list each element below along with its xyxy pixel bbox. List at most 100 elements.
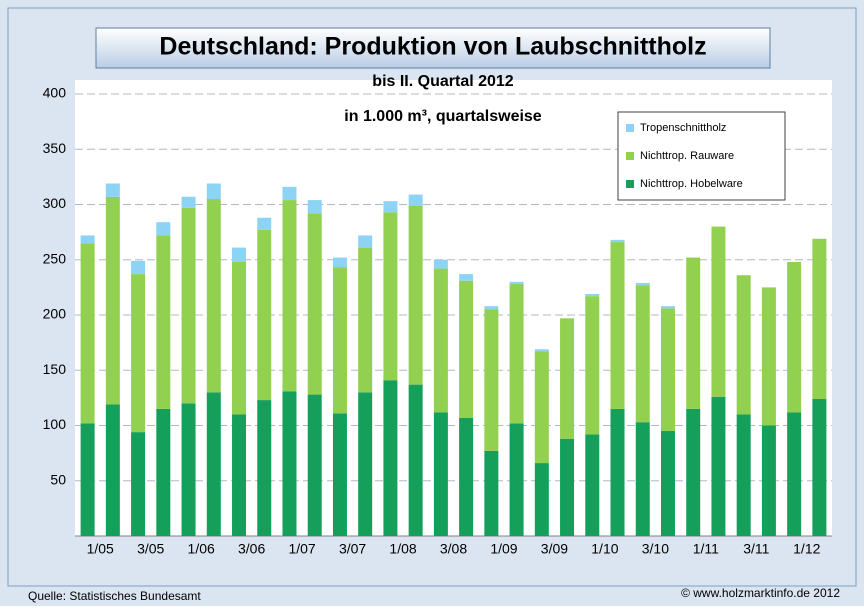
bar-segment [332, 413, 347, 536]
bar-segment [181, 403, 196, 536]
bar-segment [156, 408, 171, 536]
bar-segment [509, 284, 524, 424]
bar-segment [206, 198, 221, 393]
bar-segment [105, 196, 120, 405]
bar-segment [131, 260, 146, 275]
bar-segment [232, 247, 247, 262]
x-tick-label: 3/09 [541, 541, 568, 557]
bar-segment [509, 423, 524, 536]
bar-segment [660, 308, 675, 432]
bar-segment [383, 212, 398, 381]
y-tick-label: 350 [43, 140, 67, 156]
bar-segment [156, 222, 171, 236]
x-tick-label: 1/09 [490, 541, 517, 557]
bar-segment [282, 200, 297, 392]
bar-segment [509, 281, 524, 285]
bar-segment [131, 432, 146, 536]
bar-segment [484, 306, 499, 310]
bar-segment [433, 412, 448, 536]
bar-segment [156, 235, 171, 409]
bar-segment [660, 306, 675, 309]
bar-segment [105, 183, 120, 197]
bar-segment [232, 261, 247, 415]
chart-title: Deutschland: Produktion von Laubschnitth… [159, 33, 706, 61]
bar-segment [408, 205, 423, 385]
bar-segment [610, 408, 625, 536]
bar-segment [433, 268, 448, 413]
bar-segment [484, 450, 499, 536]
bar-segment [307, 394, 322, 536]
bar-segment [686, 408, 701, 536]
bar-segment [459, 417, 474, 536]
subtitle: bis II. Quartal 2012 [372, 73, 514, 90]
bar-segment [307, 200, 322, 214]
bar-segment [358, 247, 373, 393]
bar-segment [610, 242, 625, 409]
bar-segment [761, 425, 776, 536]
bar-segment [383, 201, 398, 213]
bar-segment [560, 318, 575, 439]
bar-segment [711, 396, 726, 536]
bar-segment [610, 239, 625, 243]
legend-label: Nichttrop. Rauware [640, 150, 734, 162]
x-tick-label: 1/05 [87, 541, 114, 557]
y-tick-label: 50 [50, 471, 66, 487]
bar-segment [257, 400, 272, 536]
x-tick-label: 1/07 [288, 541, 315, 557]
legend-box [617, 111, 786, 201]
bar-segment [585, 296, 600, 435]
x-tick-label: 1/10 [591, 541, 618, 557]
bar-segment [736, 275, 751, 415]
bar-segment [635, 282, 650, 286]
bar-segment [80, 243, 95, 424]
bar-segment [232, 414, 247, 536]
bar-segment [206, 392, 221, 536]
bar-segment [80, 235, 95, 244]
legend-label: Tropenschnittholz [640, 122, 726, 134]
y-tick-label: 300 [43, 195, 67, 211]
bar-segment [761, 287, 776, 426]
x-tick-label: 3/11 [743, 541, 769, 557]
bar-segment [433, 259, 448, 269]
bar-segment [787, 261, 802, 413]
y-tick-label: 250 [43, 250, 67, 266]
y-tick-label: 100 [43, 416, 67, 432]
bar-segment [484, 309, 499, 451]
y-tick-label: 200 [43, 306, 67, 322]
bar-segment [332, 267, 347, 414]
x-tick-label: 3/05 [137, 541, 164, 557]
bar-segment [585, 294, 600, 297]
bar-segment [635, 422, 650, 536]
bar-segment [383, 380, 398, 536]
title-box [95, 27, 771, 69]
bar-segment [80, 423, 95, 536]
x-tick-label: 1/06 [188, 541, 215, 557]
bar-segment [307, 213, 322, 395]
bar-segment [332, 257, 347, 268]
bar-segment [257, 229, 272, 401]
bar-segment [105, 404, 120, 536]
x-tick-label: 3/07 [339, 541, 366, 557]
source: Quelle: Statistisches Bundesamt [28, 589, 201, 603]
bar-segment [408, 384, 423, 536]
bar-segment [282, 391, 297, 536]
x-tick-label: 1/12 [793, 541, 820, 557]
bar-segment [181, 196, 196, 208]
y-tick-label: 400 [43, 85, 67, 101]
legend-label: Nichttrop. Hobelware [640, 178, 743, 190]
bar-segment [585, 434, 600, 536]
bar-segment [812, 238, 827, 399]
x-tick-label: 3/10 [642, 541, 669, 557]
bar-segment [459, 280, 474, 418]
x-tick-label: 3/08 [440, 541, 467, 557]
legend-swatch [626, 180, 634, 188]
bar-segment [257, 217, 272, 230]
bar-segment [206, 183, 221, 199]
bar-segment [787, 412, 802, 536]
bar-segment [534, 351, 549, 464]
subtitle: in 1.000 m³, quartalsweise [344, 108, 542, 125]
bar-segment [131, 274, 146, 433]
bar-segment [711, 226, 726, 397]
bar-segment [282, 186, 297, 201]
